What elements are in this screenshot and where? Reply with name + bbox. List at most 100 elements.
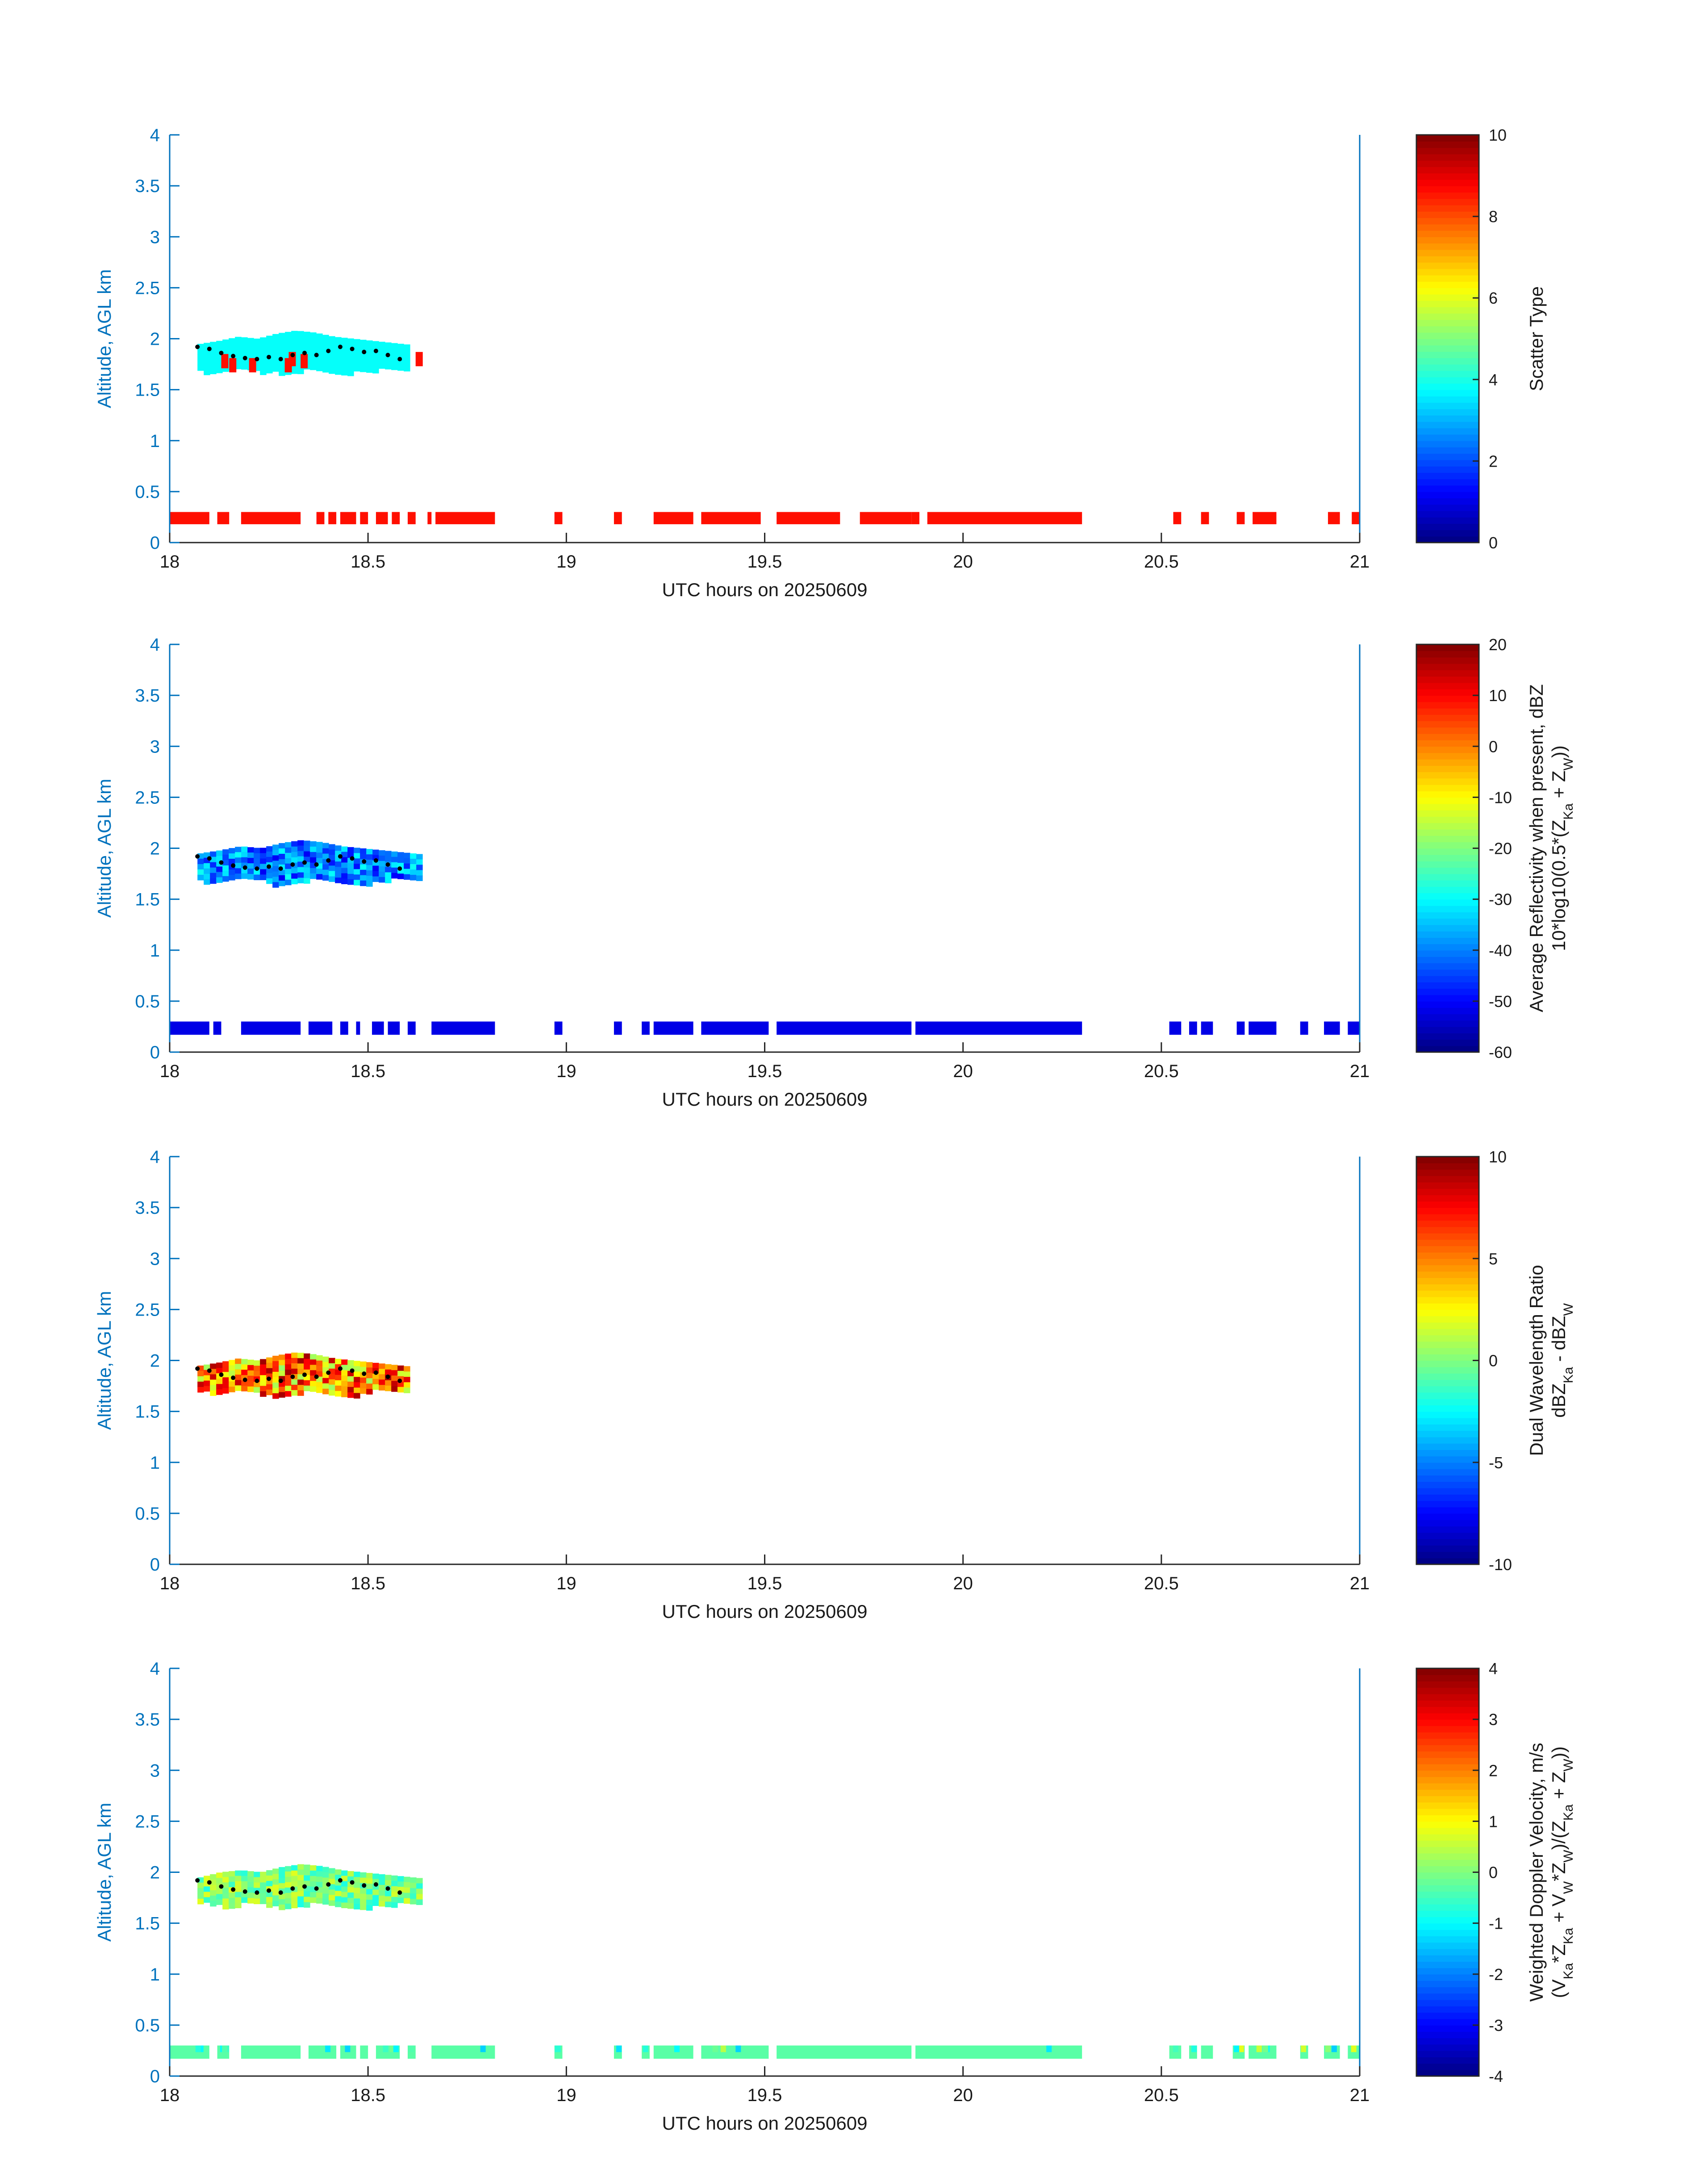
cloud-pixel — [379, 1890, 385, 1896]
cloud-base-dot-6 — [267, 1376, 271, 1381]
cloud-pixel — [241, 1870, 248, 1876]
surface-echo-0 — [170, 1021, 209, 1035]
panel-dwr: 18 18.5 19 19.5 20 20.5 21 0 0.5 1 1.5 2 2.5 3 3.5 4 UTC… — [94, 1147, 1576, 1622]
cloud-pixel — [272, 1874, 279, 1880]
cloud-pixel — [272, 1361, 279, 1367]
cloud-pixel — [341, 1375, 348, 1381]
cloud-pixel — [360, 869, 367, 876]
colorbar-swatch — [1416, 141, 1479, 148]
cloud-pixel — [335, 1891, 342, 1897]
cloud-pixel — [329, 1884, 335, 1890]
colorbar-swatch — [1416, 1494, 1479, 1501]
cloud-pixel — [366, 367, 373, 373]
cloud-pixel — [341, 370, 348, 376]
cloud-pixel — [341, 1881, 348, 1887]
colorbar-swatch — [1416, 1417, 1479, 1425]
colorbar-swatch — [1416, 1513, 1479, 1520]
cloud-base-dot-13 — [350, 1880, 355, 1885]
cloud-pixel — [254, 1382, 260, 1387]
cloud-pixel — [229, 343, 235, 349]
cloud-pixel — [329, 871, 335, 877]
colorbar-swatch — [1416, 924, 1479, 932]
x-axis-label: UTC hours on 20250609 — [662, 1601, 868, 1622]
surface-echo-13 — [614, 512, 622, 524]
cloud-pixel — [341, 857, 348, 863]
cloud-pixel — [291, 1363, 298, 1369]
y-tick-label: 1 — [150, 1965, 160, 1985]
cloud-pixel — [235, 847, 242, 852]
colorbar-swatch — [1416, 1430, 1479, 1437]
cloud-pixel — [360, 1888, 367, 1894]
cloud-pixel — [379, 1901, 385, 1907]
colorbar-swatch — [1416, 988, 1479, 995]
colorbar-swatch — [1416, 1284, 1479, 1291]
cloud-pixel — [316, 1866, 323, 1872]
surface-echo-18 — [1201, 2045, 1213, 2059]
cloud-pixel — [304, 851, 310, 857]
cloud-pixel — [254, 1387, 260, 1393]
cloud-pixel — [304, 337, 310, 343]
cloud-pixel — [272, 844, 279, 850]
cloud-pixel — [204, 1892, 210, 1897]
cloud-pixel — [329, 341, 335, 347]
surface-echo-11 — [435, 512, 495, 524]
colorbar-swatch — [1416, 1706, 1479, 1713]
cloud-pixel — [229, 1381, 235, 1387]
cloud-pixel — [279, 848, 285, 854]
cloud-pixel — [260, 353, 267, 359]
surface-echo-5 — [356, 1021, 360, 1035]
cloud-base-dot-2 — [219, 351, 224, 355]
cloud-pixel — [366, 1884, 373, 1889]
cloud-pixel — [247, 847, 254, 853]
panel-scatter-type: 18 18.5 19 19.5 20 20.5 2100.511.522.533.54UTC… — [94, 125, 1547, 600]
colorbar-swatch — [1416, 1265, 1479, 1272]
x-tick-label: 20 — [953, 1061, 973, 1081]
colorbar-swatch — [1416, 721, 1479, 728]
cloud-pixel — [247, 1871, 254, 1877]
x-axis-label: UTC hours on 20250609 — [662, 2113, 868, 2134]
colorbar-swatch — [1416, 1379, 1479, 1387]
cloud-pixel — [279, 1354, 285, 1360]
colorbar-tick-label: -10 — [1489, 788, 1512, 806]
cloud-pixel — [222, 860, 229, 866]
cloud-pixel — [310, 1870, 317, 1876]
cloud-pixel — [285, 1903, 292, 1910]
cloud-pixel — [310, 359, 317, 365]
cloud-pixel — [354, 360, 360, 366]
cloud-pixel — [385, 1369, 392, 1375]
colorbar-tick-label: -30 — [1489, 890, 1512, 909]
colorbar-label-line-1: Dual Wavelength Ratio — [1526, 1265, 1547, 1456]
surface-speckle — [480, 2045, 486, 2052]
cloud-pixel — [210, 862, 217, 868]
colorbar-tick-label: -3 — [1489, 2016, 1503, 2035]
colorbar-tick-label: -60 — [1489, 1043, 1512, 1061]
cloud-pixel — [222, 1372, 229, 1378]
cloud-base-dot-17 — [397, 866, 402, 871]
cloud-pixel — [241, 873, 248, 879]
cloud-pixel — [272, 1387, 279, 1394]
panel-reflectivity: 18 18.5 19 19.5 20 20.5 21 0 0.5 1 1.5 2 2.5 3 3.5 4 UTC… — [94, 635, 1576, 1110]
surface-speckle — [409, 2045, 414, 2052]
cloud-pixel — [197, 354, 204, 360]
cloud-pixel — [347, 868, 354, 874]
cloud-pixel — [285, 1359, 292, 1365]
surface-echo-7 — [376, 512, 388, 524]
cloud-base-dot-9 — [302, 1372, 307, 1377]
cloud-pixel — [354, 869, 360, 875]
colorbar-swatch — [1416, 345, 1479, 352]
colorbar-swatch — [1416, 485, 1479, 492]
cloud-pixel — [247, 1375, 254, 1382]
colorbar: -60 -50 -40 -30 -20 -10 0 10 20 Average Reflectiv… — [1416, 635, 1576, 1061]
colorbar-swatch — [1416, 848, 1479, 855]
cloud-pixel — [210, 867, 217, 873]
cloud-pixel — [397, 1897, 404, 1903]
colorbar-swatch — [1416, 886, 1479, 894]
cloud-pixel — [379, 861, 385, 867]
surface-echo-2 — [241, 2045, 301, 2059]
cloud-pixel — [222, 849, 229, 855]
cloud-pixel — [266, 1357, 273, 1363]
surface-echo-24 — [1348, 1021, 1360, 1035]
cloud-pixel — [329, 1379, 335, 1385]
colorbar-swatch — [1416, 2025, 1479, 2032]
colorbar-swatch — [1416, 1853, 1479, 1860]
